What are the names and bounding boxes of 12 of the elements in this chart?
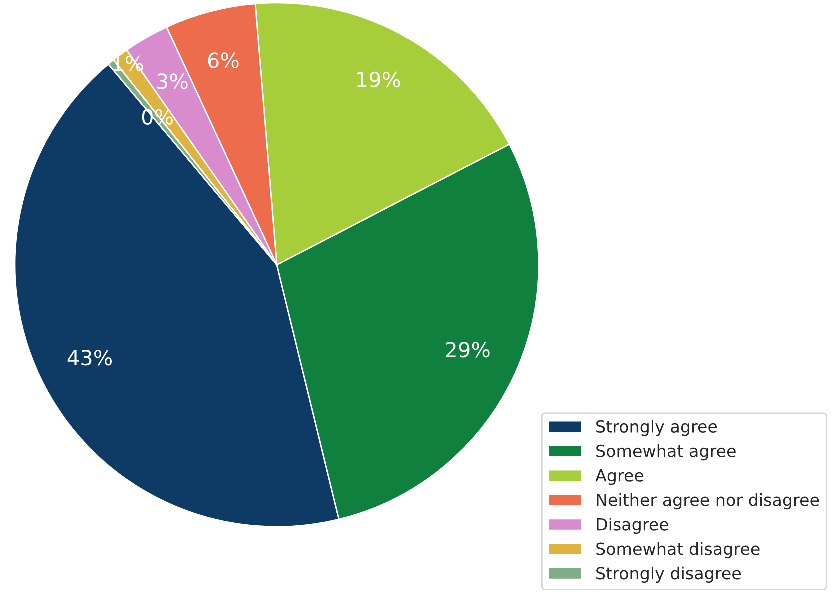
data-label: 3% [158,74,188,90]
legend-label: Strongly disagree [596,566,741,583]
legend-label: Agree [596,470,644,486]
legend-label: Neither agree nor disagree [597,493,820,510]
legend-label: Disagree [597,518,669,534]
legend-label: Strongly agree [596,420,718,436]
legend-label: Somewhat agree [596,444,736,461]
data-label: 43% [68,350,112,366]
data-label: 6% [208,52,239,68]
legend-label: Somewhat disagree [596,542,760,559]
data-label: 19% [358,72,400,88]
data-label: 29% [446,342,490,358]
